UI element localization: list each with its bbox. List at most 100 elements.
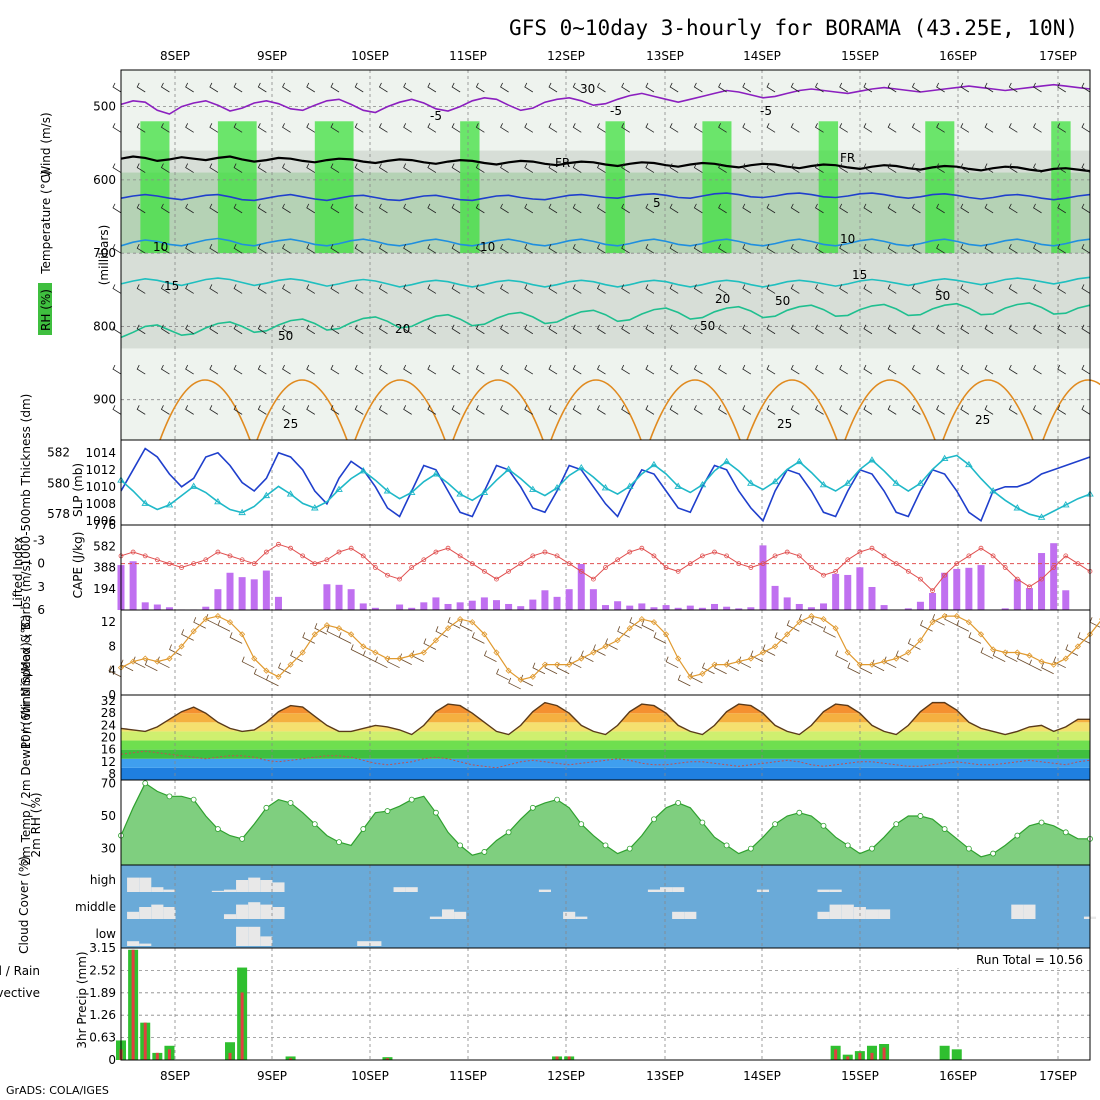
rh-marker (408, 796, 415, 803)
wind-barb (572, 203, 582, 214)
li-marker (881, 553, 887, 559)
wind-barb (451, 123, 461, 133)
wind-barb (217, 620, 231, 632)
wind-barb (500, 82, 509, 93)
wind-barb (984, 324, 994, 335)
wind-barb (1081, 82, 1091, 93)
cape-bar (868, 586, 876, 610)
cloud-cell-high (223, 889, 237, 892)
wind-barb (693, 324, 703, 335)
cape-tick: 194 (93, 582, 116, 596)
cape-bar (1050, 543, 1058, 610)
wind-speed-marker (1014, 649, 1021, 656)
rh-panel: 30 50 70 2m RH (%) (29, 776, 1093, 866)
cloud-cell-low (369, 941, 382, 946)
wind-speed-marker (396, 655, 403, 662)
wind-barb (354, 123, 364, 133)
wind-barb (475, 243, 485, 254)
li-marker (651, 553, 657, 559)
wind-barb (136, 324, 146, 335)
panel-frame (120, 609, 1091, 696)
wind-barb (596, 364, 606, 375)
wind-barb (863, 405, 873, 415)
cape-bar (916, 601, 924, 610)
wind-barb (1081, 364, 1091, 375)
rh-marker (699, 819, 706, 826)
wind-barb (790, 324, 800, 335)
thickness-marker (456, 490, 464, 497)
cape-bar (941, 572, 949, 610)
wind-barb (572, 82, 582, 93)
wind-speed-marker (856, 661, 863, 668)
wind-barb (911, 243, 921, 254)
wind-speed-marker (214, 613, 221, 620)
li-marker (1039, 576, 1044, 582)
day-label-top: 8SEP (160, 49, 190, 63)
cloud-cell-middle (139, 907, 152, 919)
wind-barb (378, 203, 388, 214)
cloud-cell-high (139, 877, 152, 892)
wind-barb (427, 203, 437, 214)
wind-barb (378, 284, 388, 294)
day-label-top: 12SEP (547, 49, 585, 63)
wind-barb (1008, 364, 1018, 375)
wind-barb (677, 674, 691, 687)
rh-tick: 50 (101, 809, 116, 823)
rh-marker (990, 850, 996, 857)
wind-barb (136, 364, 146, 375)
cloud-layer-label: middle (75, 900, 116, 914)
wind-speed-marker (299, 649, 306, 656)
isotherm-25-arc (159, 379, 251, 441)
wind-barb (863, 284, 873, 294)
temperature-line (120, 701, 1090, 736)
wind-barb (306, 324, 316, 335)
precip-convective-bar (228, 1052, 232, 1060)
wind-barb (330, 203, 340, 214)
wind-barb (887, 123, 897, 133)
wind-barb (960, 243, 970, 254)
wind-barb (500, 123, 509, 133)
li-marker (590, 576, 596, 582)
rh-marker (675, 799, 682, 806)
pressure-tick: 600 (93, 173, 116, 187)
cloud-cell-high (272, 882, 285, 892)
wind-barb (718, 163, 727, 173)
wind-barb (669, 364, 679, 375)
day-label-bottom: 16SEP (939, 1069, 977, 1083)
isotherm-annotation: 10 (480, 240, 495, 254)
wind-barb (326, 626, 340, 638)
cape-bar (626, 605, 634, 610)
temperature-tick: 12 (101, 755, 116, 769)
li-marker (942, 572, 948, 578)
cloud-cell-low (139, 943, 152, 946)
wind-speed-marker (626, 625, 633, 632)
wind-speed-marker (541, 661, 549, 668)
li-tick: -3 (33, 533, 45, 547)
wind-barb (1057, 405, 1066, 415)
thickness-marker (747, 479, 755, 486)
isotherm-annotation: 25 (283, 417, 298, 431)
cloud-cell-middle (272, 907, 285, 919)
li-marker (845, 557, 851, 563)
panel-frame (120, 439, 1091, 526)
wind-speed-marker (1074, 643, 1081, 650)
wind-barb (887, 163, 897, 173)
thickness-marker (601, 484, 610, 491)
wind-barb (742, 324, 752, 335)
wind-barb (548, 405, 558, 415)
isotherm-annotation: 30 (580, 82, 595, 96)
li-marker (530, 553, 536, 559)
wind-barb (378, 243, 388, 254)
isotherm-annotation: 25 (975, 413, 990, 427)
cape-bar (735, 608, 743, 610)
wind-barb (1057, 364, 1066, 375)
wind-barb (1008, 284, 1018, 294)
wind-barb (605, 638, 618, 650)
wind-barb (354, 405, 364, 415)
wind-speed-marker (166, 655, 173, 662)
wind-barb (932, 614, 945, 626)
li-marker (736, 561, 742, 567)
thickness-marker (819, 480, 828, 488)
li-tick: 0 (37, 557, 45, 571)
wind-speed-marker (808, 613, 815, 620)
